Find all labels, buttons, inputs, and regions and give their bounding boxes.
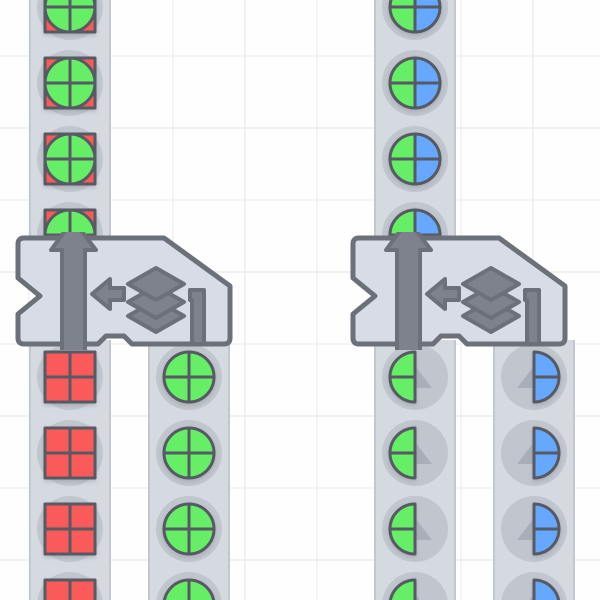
shape-item[interactable]: [39, 498, 101, 560]
belt-track: [376, 340, 454, 600]
stack-layers-icon: [461, 266, 521, 334]
shape-item[interactable]: [39, 0, 101, 38]
shape-item[interactable]: [503, 498, 565, 560]
shape-item[interactable]: [384, 346, 446, 408]
shape-item[interactable]: [384, 0, 446, 38]
stacker-machine[interactable]: [349, 232, 575, 350]
input-belt-right-stacker[interactable]: [374, 0, 456, 240]
shape-item[interactable]: [384, 52, 446, 114]
pin-icon: [523, 288, 541, 346]
shape-item[interactable]: [503, 574, 565, 600]
shape-item[interactable]: [39, 574, 101, 600]
output-belt-right-green-halves[interactable]: [374, 340, 456, 600]
shape-item[interactable]: [39, 346, 101, 408]
input-belt-left-stacker[interactable]: [29, 0, 111, 240]
pin-icon: [188, 288, 206, 346]
shape-item[interactable]: [39, 422, 101, 484]
shape-item[interactable]: [39, 128, 101, 190]
shape-item[interactable]: [503, 422, 565, 484]
output-belt-right-blue-halves[interactable]: [493, 340, 575, 600]
belt-track: [376, 0, 454, 240]
output-belt-left-squares[interactable]: [29, 340, 111, 600]
left-arrow-icon: [90, 277, 126, 311]
shape-item[interactable]: [39, 52, 101, 114]
up-arrow-icon: [49, 232, 98, 350]
shape-item[interactable]: [384, 128, 446, 190]
shape-item[interactable]: [503, 346, 565, 408]
shape-item[interactable]: [384, 422, 446, 484]
output-belt-left-circles[interactable]: [148, 340, 230, 600]
stacker-machine[interactable]: [14, 232, 240, 350]
shape-item[interactable]: [384, 498, 446, 560]
stack-layers-icon: [126, 266, 186, 334]
belt-track: [150, 340, 228, 600]
belt-track: [31, 0, 109, 240]
belt-track: [495, 340, 573, 600]
shape-item[interactable]: [158, 574, 220, 600]
shape-item[interactable]: [158, 422, 220, 484]
shape-item[interactable]: [158, 346, 220, 408]
up-arrow-icon: [384, 232, 433, 350]
belt-track: [31, 340, 109, 600]
left-arrow-icon: [425, 277, 461, 311]
shape-item[interactable]: [384, 574, 446, 600]
shape-item[interactable]: [158, 498, 220, 560]
